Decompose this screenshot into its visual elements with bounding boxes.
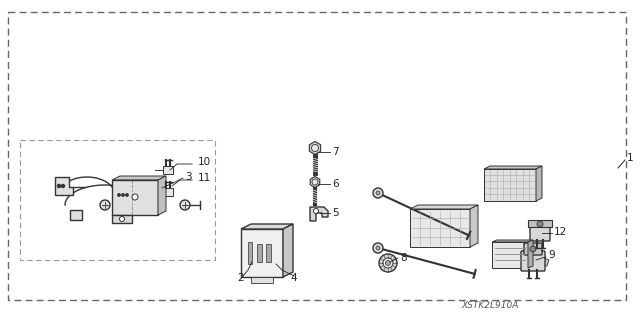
Circle shape	[537, 221, 543, 227]
Circle shape	[314, 209, 319, 213]
Bar	[248, 242, 252, 264]
Circle shape	[376, 246, 380, 250]
Polygon shape	[112, 180, 158, 215]
Circle shape	[312, 145, 319, 152]
FancyBboxPatch shape	[521, 251, 545, 271]
Text: 4: 4	[290, 273, 296, 283]
Bar	[251, 277, 273, 283]
Text: 9: 9	[548, 250, 555, 260]
Circle shape	[120, 217, 125, 221]
Polygon shape	[310, 207, 328, 221]
Text: 12: 12	[554, 227, 567, 237]
Circle shape	[383, 258, 393, 268]
Circle shape	[379, 254, 397, 272]
Circle shape	[180, 200, 190, 210]
Text: 10: 10	[198, 157, 211, 167]
Circle shape	[118, 194, 120, 196]
Bar	[492, 242, 528, 268]
Circle shape	[122, 194, 124, 196]
Circle shape	[58, 184, 61, 188]
Polygon shape	[492, 240, 533, 242]
Text: 7: 7	[332, 147, 339, 157]
Polygon shape	[163, 166, 173, 174]
Bar	[241, 229, 283, 277]
Circle shape	[530, 246, 536, 252]
Bar	[266, 244, 271, 262]
Text: 6: 6	[332, 179, 339, 189]
Text: 3: 3	[185, 172, 191, 182]
Polygon shape	[310, 176, 320, 188]
Polygon shape	[112, 215, 132, 223]
Bar	[528, 220, 552, 227]
Circle shape	[373, 188, 383, 198]
Circle shape	[100, 200, 110, 210]
Circle shape	[126, 194, 128, 196]
FancyBboxPatch shape	[524, 243, 542, 255]
Circle shape	[376, 191, 380, 195]
Text: 2: 2	[237, 273, 244, 283]
Text: XSTK2L910A: XSTK2L910A	[461, 300, 518, 309]
Circle shape	[132, 194, 138, 200]
Polygon shape	[55, 177, 73, 195]
Polygon shape	[528, 240, 533, 268]
Polygon shape	[163, 188, 173, 196]
Polygon shape	[112, 176, 166, 180]
Polygon shape	[283, 224, 293, 277]
Circle shape	[312, 179, 318, 185]
Bar	[257, 244, 262, 262]
Text: 1: 1	[627, 153, 634, 163]
Text: 5: 5	[332, 208, 339, 218]
Polygon shape	[410, 205, 478, 209]
Polygon shape	[484, 166, 542, 169]
Bar	[410, 209, 470, 247]
Polygon shape	[517, 258, 522, 266]
Bar	[484, 169, 536, 201]
Text: 8: 8	[400, 253, 406, 263]
FancyBboxPatch shape	[530, 225, 550, 241]
Polygon shape	[544, 258, 549, 266]
Bar	[20, 140, 215, 260]
Text: 11: 11	[198, 173, 211, 183]
Polygon shape	[470, 205, 478, 247]
Polygon shape	[309, 142, 321, 154]
Circle shape	[61, 184, 65, 188]
Circle shape	[373, 243, 383, 253]
Circle shape	[385, 261, 390, 265]
Polygon shape	[70, 210, 82, 220]
Polygon shape	[115, 189, 131, 201]
Polygon shape	[536, 166, 542, 201]
Polygon shape	[241, 224, 293, 229]
Polygon shape	[158, 176, 166, 215]
